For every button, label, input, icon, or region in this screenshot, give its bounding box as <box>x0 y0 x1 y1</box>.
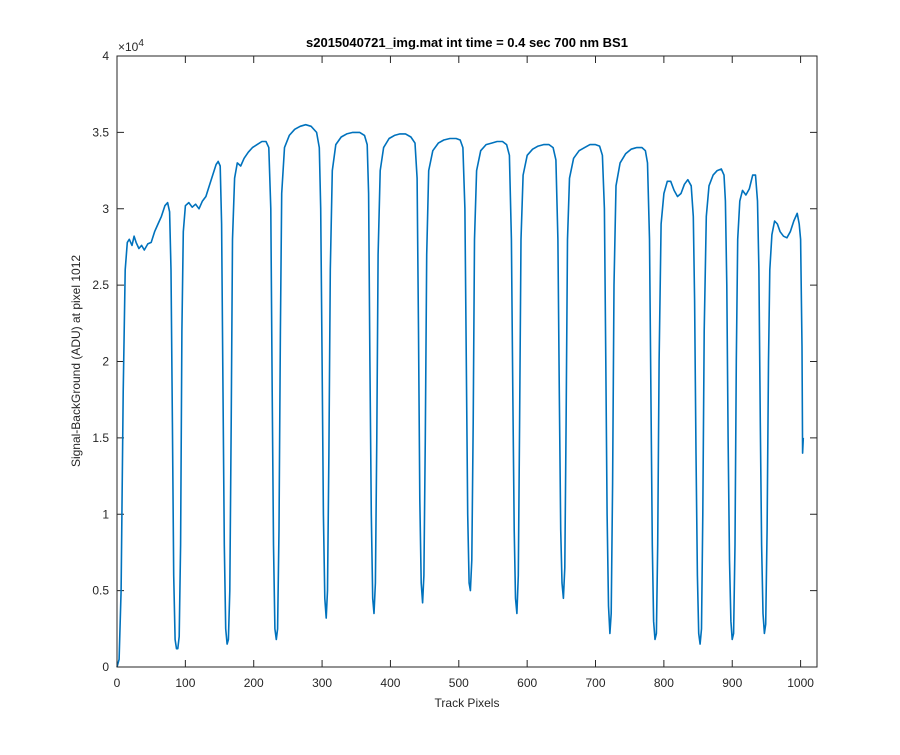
y-axis-label: Signal-BackGround (ADU) at pixel 1012 <box>69 255 83 467</box>
y-tick-label: 2 <box>102 355 109 369</box>
y-tick-label: 4 <box>102 49 109 63</box>
y-tick-label: 2.5 <box>92 278 109 292</box>
x-tick-label: 500 <box>449 676 469 690</box>
x-tick-label: 0 <box>114 676 121 690</box>
x-tick-label: 800 <box>654 676 674 690</box>
plot-frame <box>116 55 818 668</box>
y-tick-label: 1 <box>102 507 109 521</box>
y-tick-label: 3.5 <box>92 125 109 139</box>
x-tick-label: 100 <box>175 676 195 690</box>
series-line <box>116 123 805 668</box>
data-layer <box>116 123 805 668</box>
y-exponent-base: ×10 <box>118 40 139 54</box>
x-axis-label: Track Pixels <box>435 696 500 710</box>
y-tick-label: 3 <box>102 202 109 216</box>
x-tick-label: 700 <box>586 676 606 690</box>
y-tick-label: 0.5 <box>92 584 109 598</box>
x-tick-label: 1000 <box>787 676 814 690</box>
x-tick-label: 300 <box>312 676 332 690</box>
tick-labels: 0 100 200 300 400 500 600 700 800 900 1000 0 0.5 1 1.5… <box>92 49 814 690</box>
x-tick-label: 900 <box>722 676 742 690</box>
x-tick-label: 400 <box>380 676 400 690</box>
y-exponent-power: 4 <box>138 38 144 49</box>
y-exponent-multiplier: ×104 <box>118 38 144 54</box>
tick-marks <box>116 55 817 668</box>
chart-title: s2015040721_img.mat int time = 0.4 sec 7… <box>306 35 628 50</box>
y-tick-label: 0 <box>102 660 109 674</box>
x-tick-label: 600 <box>517 676 537 690</box>
y-tick-label: 1.5 <box>92 431 109 445</box>
x-tick-label: 200 <box>244 676 264 690</box>
